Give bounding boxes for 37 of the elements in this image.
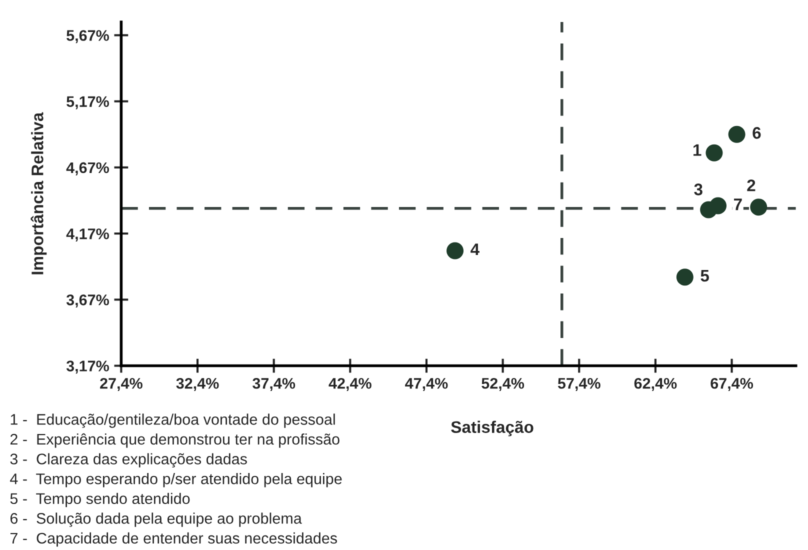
y-tick-label: 4,17% bbox=[66, 228, 109, 242]
x-tick-label: 57,4% bbox=[558, 378, 600, 391]
text: 5 - Tempo sendo atendido bbox=[10, 492, 190, 508]
point bbox=[728, 126, 746, 143]
point bbox=[750, 198, 768, 216]
x-tick-label: 27,4% bbox=[100, 378, 142, 391]
point bbox=[676, 268, 694, 286]
y-tick-label: 3,17% bbox=[66, 360, 109, 374]
y-axis-title: Importância Relativa bbox=[30, 112, 47, 274]
x-tick-label: 52,4% bbox=[482, 378, 524, 391]
point bbox=[446, 242, 464, 260]
x-tick-label: 47,4% bbox=[405, 378, 448, 391]
x-tick-label: 67,4% bbox=[710, 378, 754, 391]
annotation: 3 bbox=[694, 184, 702, 196]
x-tick-label: 42,4% bbox=[328, 378, 372, 391]
annotation: 4 bbox=[470, 244, 480, 256]
text: 3 - Clareza das explicações dadas bbox=[10, 453, 247, 468]
annotation: 1 bbox=[693, 144, 702, 156]
y-tick-label: 5,17% bbox=[66, 96, 109, 110]
annotation: 6 bbox=[752, 127, 761, 139]
y-tick-label: 4,67% bbox=[66, 162, 109, 176]
x-tick-label: 37,4% bbox=[252, 378, 296, 391]
point bbox=[706, 144, 723, 162]
text: 6 - Solução dada pela equipe ao problema bbox=[10, 512, 302, 527]
x-axis-title: Satisfação bbox=[451, 420, 534, 436]
annotation: 7 bbox=[734, 198, 742, 210]
text: 4 - Tempo esperando p/ser atendido pela equipe bbox=[10, 473, 342, 488]
annotation: 2 bbox=[747, 180, 756, 192]
text: 7 - Capacidade de entender suas necessidades bbox=[10, 532, 337, 547]
point bbox=[710, 197, 727, 214]
annotation: 5 bbox=[700, 270, 709, 282]
text: 2 - Experiência que demonstrou ter na profissão bbox=[10, 433, 340, 448]
text: 1 - Educação/gentileza/boa vontade do pessoal bbox=[10, 414, 335, 428]
x-tick-label: 62,4% bbox=[634, 378, 677, 391]
y-tick-label: 3,67% bbox=[66, 294, 109, 308]
y-tick-label: 5,67% bbox=[66, 30, 109, 44]
x-tick-label: 32,4% bbox=[176, 378, 219, 391]
